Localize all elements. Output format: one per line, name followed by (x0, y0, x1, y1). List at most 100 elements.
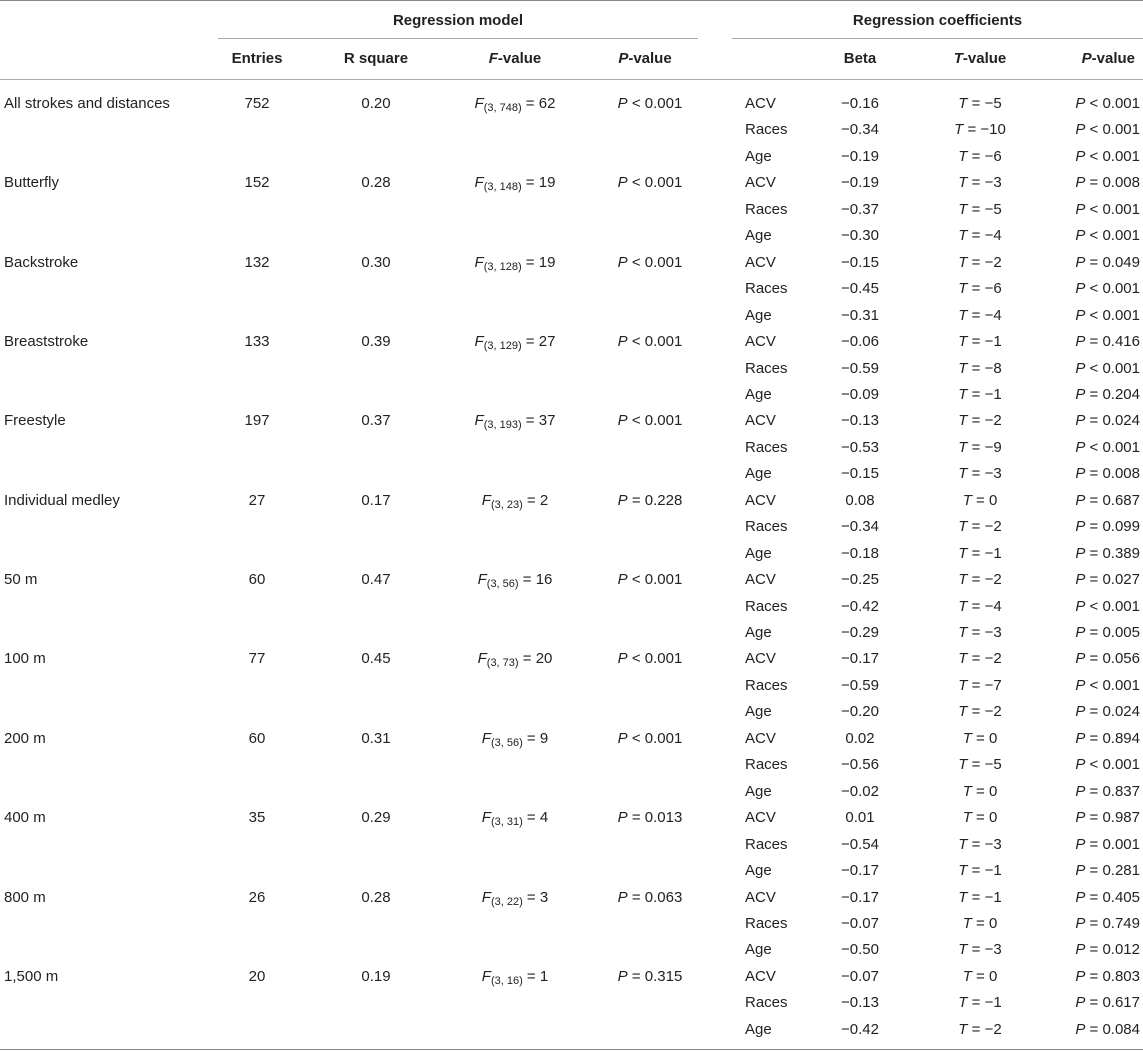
equals-sign: = (967, 227, 985, 245)
cell-t-value: T = −1 (925, 889, 1035, 907)
f-symbol: F (481, 809, 491, 827)
variable-name: ACV (745, 95, 776, 112)
cell-p-value-coef: P = 0.405 (1040, 889, 1140, 907)
equals-sign: = (967, 200, 985, 218)
f-symbol: F (477, 571, 487, 589)
cell-beta: −0.42 (830, 1021, 890, 1039)
variable-name: Races (745, 438, 788, 456)
cell-p-value-model: P < 0.001 (600, 412, 700, 430)
t-symbol: T (958, 412, 968, 430)
row-label: Butterfly (4, 174, 214, 192)
f-value: 1 (539, 967, 549, 985)
p-symbol: P (1075, 967, 1086, 985)
variable-name: Races (745, 597, 788, 615)
cell-beta: −0.07 (830, 968, 890, 986)
p-symbol: P (617, 967, 628, 985)
cell-t-value: T = −9 (925, 439, 1035, 457)
cell-entries: 77 (218, 650, 296, 668)
cell-beta: −0.59 (830, 360, 890, 378)
t-symbol: T (958, 174, 968, 192)
cell-variable: ACV (745, 492, 825, 510)
cell-variable: Age (745, 307, 825, 325)
p-coef-value: = 0.027 (1089, 571, 1140, 589)
cell-p-value-coef: P < 0.001 (1040, 121, 1140, 139)
beta-value: −0.13 (841, 994, 879, 1012)
cell-variable: Races (745, 121, 825, 139)
cell-beta: −0.02 (830, 783, 890, 801)
cell-beta: −0.34 (830, 518, 890, 536)
t-value: −2 (984, 650, 1002, 668)
f-value: 3 (539, 888, 549, 906)
cell-t-value: T = −1 (925, 386, 1035, 404)
cell-t-value: T = −2 (925, 650, 1035, 668)
p-symbol: P (1075, 95, 1086, 112)
p-coef-value: = 0.405 (1089, 888, 1140, 906)
col-header-entries: Entries (231, 50, 283, 67)
cell-p-value-coef: P < 0.001 (1040, 280, 1140, 298)
cell-entries: 152 (218, 174, 296, 192)
cell-t-value: T = −5 (925, 756, 1035, 774)
t-symbol: T (958, 333, 968, 351)
equals-sign: = (522, 809, 540, 827)
f-value: 19 (538, 174, 556, 192)
cell-variable: Age (745, 1021, 825, 1039)
p-italic: P (618, 50, 629, 67)
p-symbol: P (1075, 465, 1086, 483)
cell-p-value-coef: P < 0.001 (1040, 756, 1140, 774)
variable-name: ACV (745, 650, 776, 668)
p-model-value: < 0.001 (631, 571, 683, 589)
cell-variable: ACV (745, 968, 825, 986)
cell-p-value-coef: P < 0.001 (1040, 307, 1140, 325)
f-degrees: (3, 22) (490, 895, 523, 908)
cell-variable: ACV (745, 650, 825, 668)
cell-variable: Age (745, 862, 825, 880)
t-value: −2 (984, 1020, 1002, 1038)
cell-beta: −0.56 (830, 756, 890, 774)
p-symbol: P (1075, 914, 1086, 932)
row-label-text: Freestyle (4, 412, 66, 430)
equals-sign: = (971, 914, 989, 932)
cell-entries: 60 (218, 730, 296, 748)
beta-value: −0.19 (841, 147, 879, 165)
cell-beta: −0.59 (830, 677, 890, 695)
variable-name: Races (745, 835, 788, 853)
p-coef-value: = 0.005 (1089, 624, 1140, 641)
equals-sign: = (967, 95, 985, 112)
beta-value: −0.15 (841, 253, 879, 271)
p-rest: -value (628, 50, 672, 67)
beta-value: −0.25 (841, 571, 879, 589)
r-square-value: 0.39 (361, 333, 391, 351)
p-model-value: = 0.063 (631, 888, 683, 906)
t-symbol: T (958, 544, 968, 562)
equals-sign: = (521, 412, 539, 430)
cell-variable: Races (745, 360, 825, 378)
f-degrees: (3, 129) (483, 340, 522, 353)
cell-p-value-model: P < 0.001 (600, 174, 700, 192)
p2-italic: P (1081, 50, 1092, 67)
cell-variable: Races (745, 598, 825, 616)
cell-beta: −0.17 (830, 650, 890, 668)
t-value: −2 (984, 571, 1002, 589)
f-rest: -value (497, 50, 542, 67)
entries-value: 20 (248, 967, 266, 985)
p-symbol: P (1075, 941, 1086, 959)
cell-beta: −0.17 (830, 862, 890, 880)
equals-sign: = (967, 676, 985, 694)
t-value: −2 (984, 518, 1002, 536)
cell-beta: −0.54 (830, 836, 890, 854)
t-value: −5 (984, 200, 1002, 218)
variable-name: ACV (745, 491, 776, 509)
variable-name: Age (745, 227, 772, 245)
p-model-value: < 0.001 (631, 729, 683, 747)
variable-name: Age (745, 147, 772, 165)
entries-value: 152 (244, 174, 270, 192)
cell-variable: Age (745, 386, 825, 404)
row-label-text: Breaststroke (4, 333, 89, 351)
cell-t-value: T = −5 (925, 95, 1035, 113)
cell-f-value: F(3, 56) = 16 (440, 571, 590, 593)
cell-beta: 0.01 (830, 809, 890, 827)
p-symbol: P (1075, 333, 1086, 351)
col-header-p-value-coef: P-value (1050, 50, 1135, 67)
cell-p-value-coef: P = 0.001 (1040, 836, 1140, 854)
cell-variable: Races (745, 677, 825, 695)
